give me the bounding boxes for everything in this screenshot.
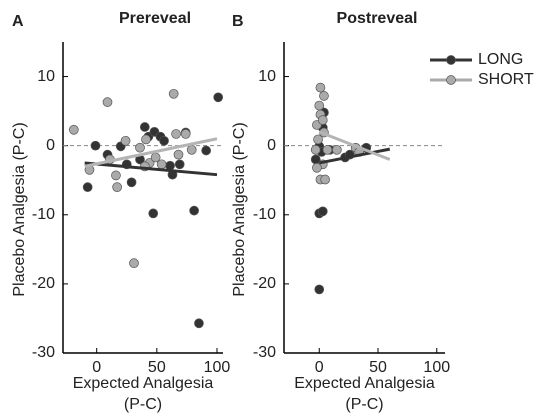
point (320, 174, 330, 185)
fit-line (84, 137, 218, 168)
point (194, 318, 204, 329)
point (112, 182, 122, 192)
x-axis-label: Expected Analgesia (73, 375, 214, 392)
y-tick-label: -30 (253, 344, 276, 361)
y-tick-label: -10 (253, 206, 276, 223)
point (189, 205, 199, 216)
legend-marker (446, 75, 456, 85)
point (150, 152, 161, 163)
point (213, 92, 224, 103)
point (111, 170, 121, 181)
point (90, 140, 101, 151)
y-tick-label: 10 (258, 68, 276, 85)
point (201, 145, 212, 156)
x-axis-label: (P-C) (345, 396, 383, 413)
panel-letter: B (232, 13, 244, 30)
point (168, 88, 179, 99)
point (174, 159, 185, 170)
legend-marker (446, 55, 456, 65)
x-tick-label: 0 (92, 359, 101, 376)
x-axis-label: (P-C) (124, 396, 162, 413)
point (180, 129, 191, 139)
point (82, 182, 93, 192)
y-tick-label: 10 (37, 68, 55, 85)
point (332, 144, 342, 155)
point (148, 208, 159, 219)
point (313, 134, 323, 145)
point (314, 100, 325, 111)
point (135, 142, 145, 153)
point (317, 206, 328, 217)
fit-line (318, 147, 391, 165)
point (315, 82, 326, 93)
point (171, 129, 181, 139)
point (314, 284, 325, 295)
x-tick-label: 50 (369, 359, 387, 376)
y-tick-label: -30 (32, 344, 55, 361)
point (102, 97, 113, 107)
y-tick-label: -20 (253, 275, 276, 292)
x-tick-label: 100 (204, 359, 231, 376)
point (141, 134, 151, 145)
point (186, 144, 197, 155)
y-axis-label: Placebo Analgesia (P-C) (11, 122, 28, 296)
chart-title: Prereveal (119, 10, 191, 27)
x-tick-label: 100 (423, 359, 450, 376)
x-axis-label: Expected Analgesia (294, 375, 435, 392)
legend-label: LONG (478, 51, 523, 68)
y-tick-label: 0 (46, 137, 55, 154)
chart-title: Postreveal (337, 10, 418, 27)
fit-line (318, 130, 391, 161)
point (312, 162, 322, 173)
panel-letter: A (12, 13, 24, 30)
point (139, 122, 150, 132)
x-tick-label: 0 (315, 359, 324, 376)
point (319, 91, 329, 101)
y-tick-label: 0 (267, 137, 276, 154)
point (173, 149, 184, 160)
point (126, 177, 137, 188)
point (68, 124, 79, 135)
point (310, 144, 321, 155)
y-tick-label: -20 (32, 275, 55, 292)
point (129, 258, 139, 269)
y-tick-label: -10 (32, 206, 55, 223)
y-axis-label: Placebo Analgesia (P-C) (231, 122, 248, 296)
x-tick-label: 50 (148, 359, 166, 376)
point (317, 115, 328, 125)
fit-line (84, 161, 218, 177)
point (120, 135, 131, 146)
legend-label: SHORT (478, 71, 534, 88)
point (159, 135, 169, 146)
point (322, 144, 333, 155)
